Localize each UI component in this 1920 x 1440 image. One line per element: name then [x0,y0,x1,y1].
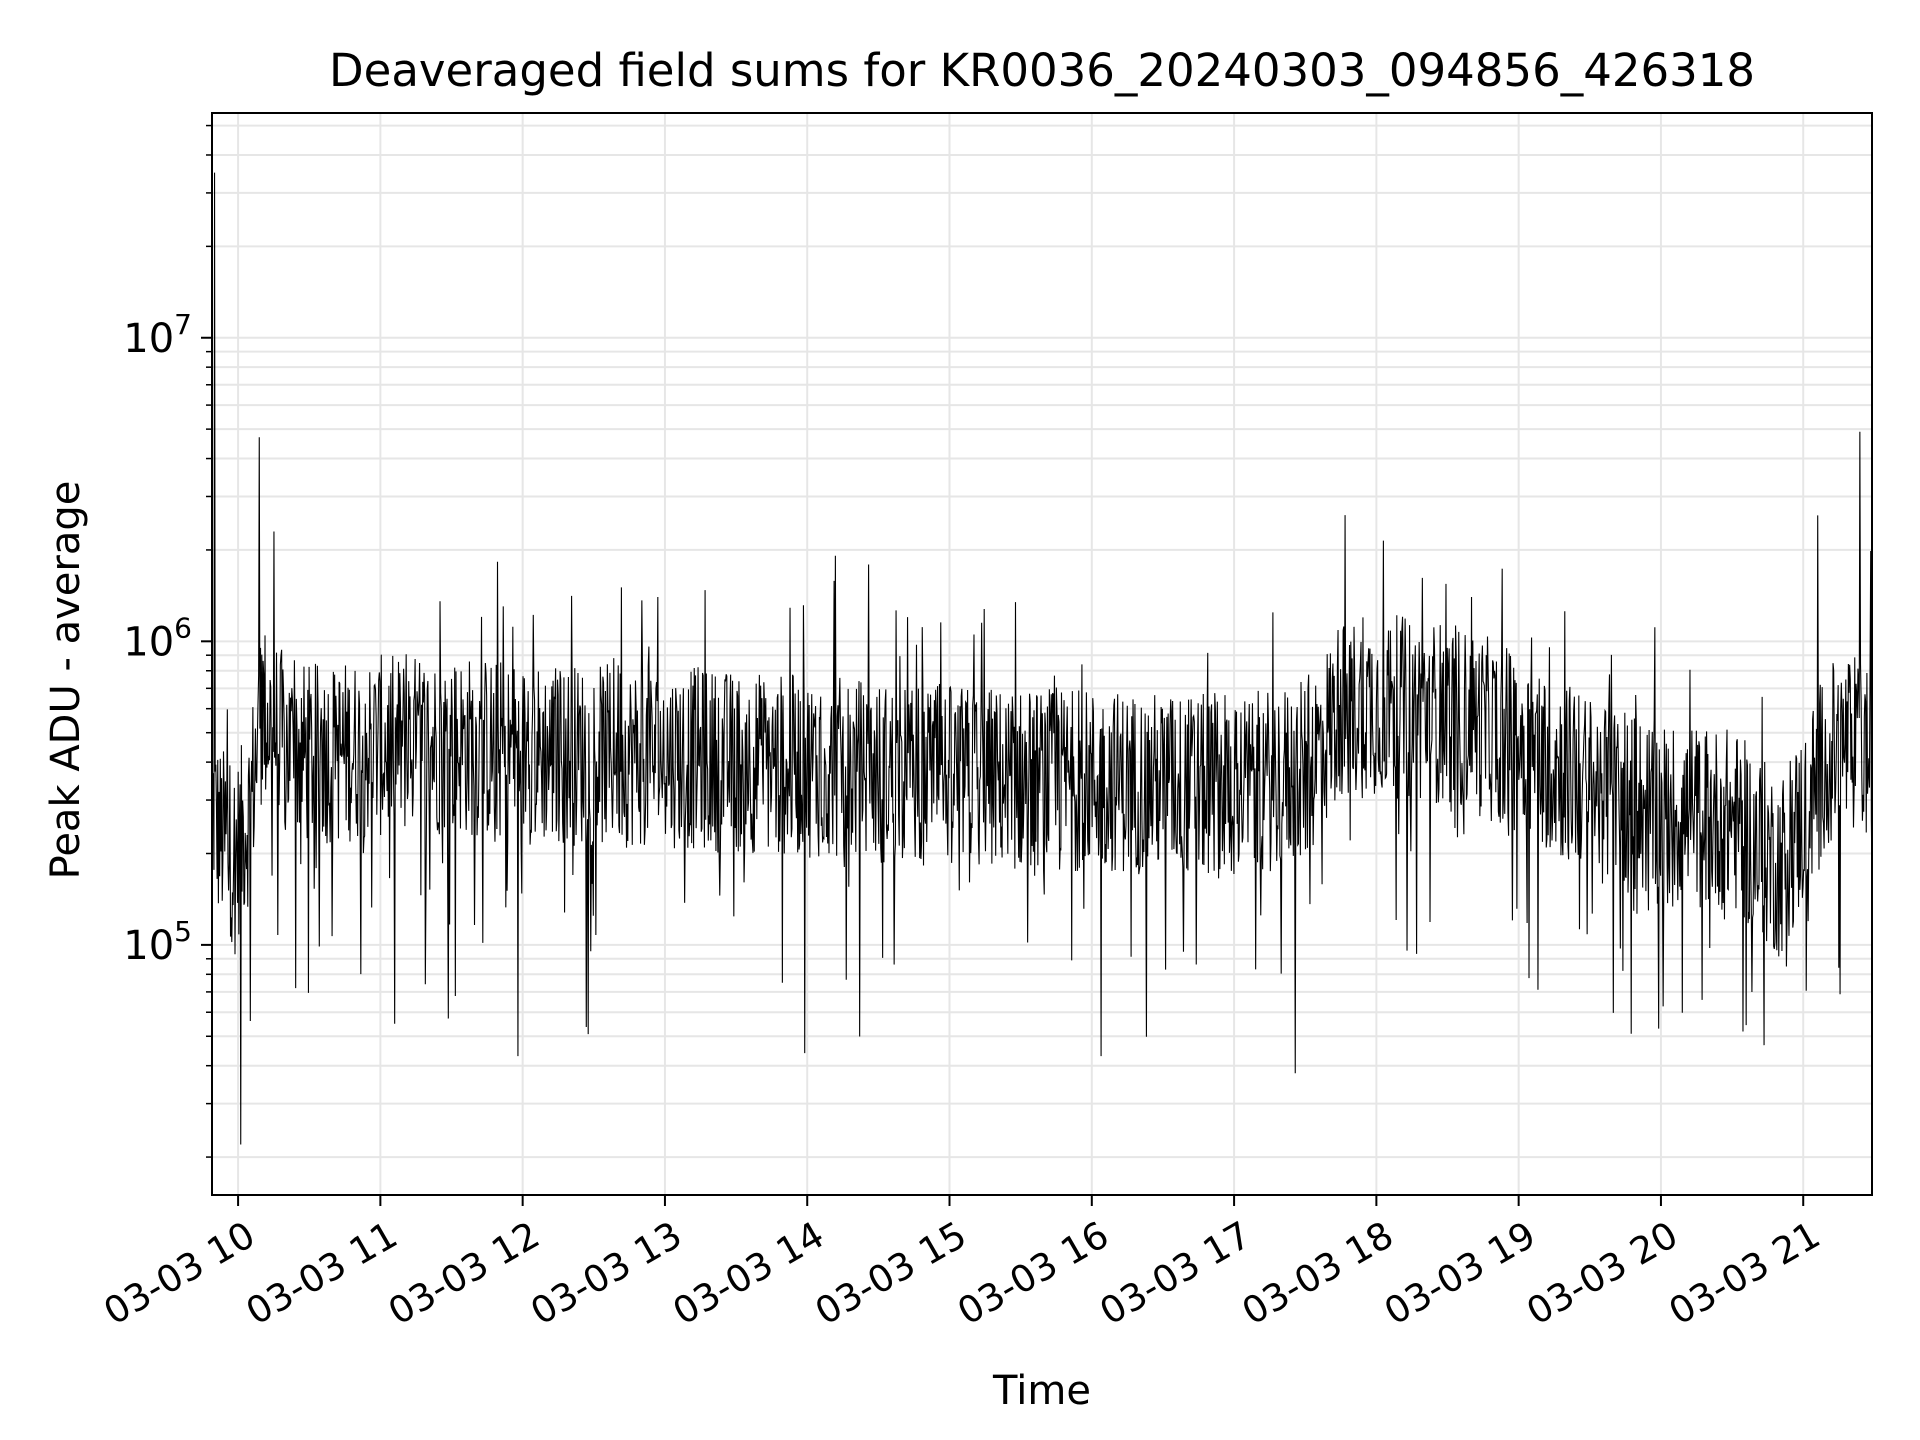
y-tick-label: 107 [123,308,192,362]
x-tick-label: 03-03 16 [950,1213,1116,1333]
y-tick-label: 105 [123,915,192,969]
x-tick-label: 03-03 18 [1235,1213,1401,1333]
x-tick-label: 03-03 13 [523,1213,689,1333]
x-tick-label: 03-03 17 [1093,1213,1259,1333]
data-series [211,172,1873,1145]
y-tick-label: 106 [123,611,192,665]
x-tick-label: 03-03 20 [1519,1213,1685,1333]
x-tick-label: 03-03 14 [666,1213,832,1333]
plot-frame [211,112,1873,1196]
y-axis-ticks: 105 106 107 [123,124,212,1158]
x-tick-label: 03-03 11 [239,1213,405,1333]
chart-title: Deaveraged field sums for KR0036_2024030… [329,44,1755,97]
x-axis-label: Time [993,1368,1091,1414]
series-line [211,172,1873,1145]
grid [212,113,1872,1195]
x-tick-label: 03-03 10 [97,1213,263,1333]
x-tick-label: 03-03 15 [808,1213,974,1333]
x-tick-label: 03-03 19 [1377,1213,1543,1333]
y-axis-label: Peak ADU - average [43,480,89,880]
x-tick-label: 03-03 21 [1662,1213,1828,1333]
x-tick-label: 03-03 12 [381,1213,547,1333]
